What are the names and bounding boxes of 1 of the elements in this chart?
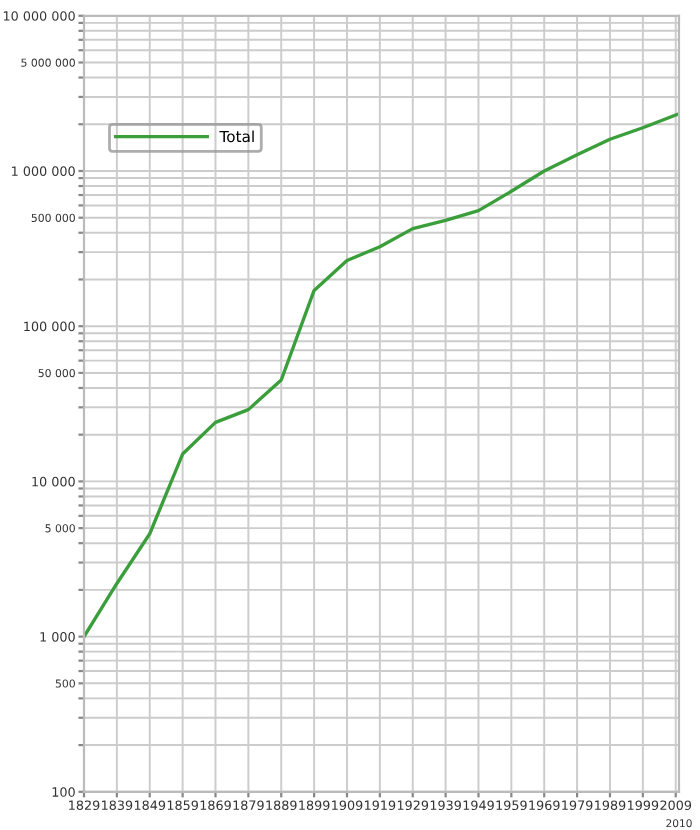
line-series [84,112,679,639]
